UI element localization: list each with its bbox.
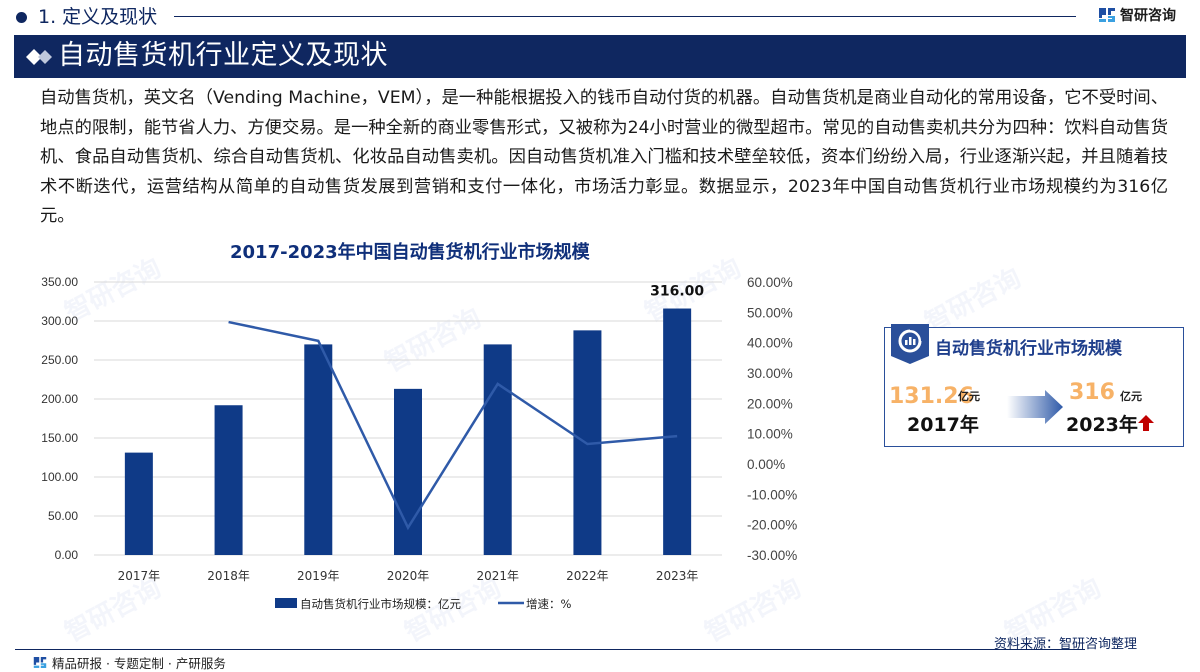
right-arrow-icon: [1007, 390, 1063, 424]
bar: [483, 344, 512, 555]
kpi-end-year: 2023年: [1066, 414, 1138, 436]
bar: [214, 405, 243, 555]
intro-paragraph: 自动售货机，英文名（Vending Machine，VEM），是一种能根据投入的…: [40, 88, 1168, 226]
right-axis-tick: 50.00%: [747, 305, 793, 320]
right-axis-tick: -30.00%: [747, 548, 797, 563]
combo-chart: 0.00 50.00 100.00 150.00 200.00 250.00 300.00 3…: [41, 275, 797, 611]
diamond-icon: [26, 49, 52, 65]
right-axis-tick: -10.00%: [747, 487, 797, 502]
kpi-card: 自动售货机行业市场规模 131.26 亿元 2017年 316 亿元 2023年: [884, 324, 1184, 447]
brand-logo: 智研咨询: [1098, 5, 1176, 25]
x-axis-label: 2018年: [207, 569, 250, 583]
section-bullet-icon: [16, 12, 27, 23]
bar: [304, 344, 333, 555]
x-axis-label: 2020年: [387, 569, 430, 583]
x-axis-label: 2022年: [566, 569, 609, 583]
right-axis-tick: 60.00%: [747, 275, 793, 290]
brand-name: 智研咨询: [1120, 8, 1176, 24]
legend-bar-label: 自动售货机行业市场规模：亿元: [300, 597, 461, 611]
right-axis-tick: 20.00%: [747, 396, 793, 411]
left-axis-tick: 350.00: [41, 275, 78, 289]
x-axis-label: 2017年: [118, 569, 161, 583]
bar: [124, 452, 153, 555]
kpi-end-unit: 亿元: [1120, 390, 1142, 403]
section-label: 1. 定义及现状: [38, 6, 158, 28]
legend-bar-swatch: [275, 598, 297, 608]
right-axis-tick: 30.00%: [747, 366, 793, 381]
right-axis-tick: 40.00%: [747, 336, 793, 351]
page-title: 自动售货机行业定义及现状: [58, 40, 388, 71]
left-axis-tick: 150.00: [41, 431, 78, 445]
kpi-start-value: 131.26: [889, 384, 974, 409]
header-divider: [174, 16, 1076, 17]
right-axis-tick: 10.00%: [747, 427, 793, 442]
x-axis-label: 2019年: [297, 569, 340, 583]
legend-line-label: 增速：%: [526, 597, 571, 611]
right-axis-tick: 0.00%: [747, 457, 785, 472]
growth-line: [228, 320, 678, 531]
data-label: 316.00: [650, 284, 704, 300]
footer-tagline: 精品研报 · 专题定制 · 产研服务: [33, 653, 226, 672]
bar: [394, 388, 422, 555]
left-axis-tick: 200.00: [41, 392, 78, 406]
up-arrow-icon: [1138, 415, 1154, 431]
brand-mark-icon: [1099, 8, 1115, 22]
kpi-title: 自动售货机行业市场规模: [935, 339, 1122, 359]
footer-divider: [15, 649, 1085, 650]
chart-title: 2017-2023年中国自动售货机行业市场规模: [230, 242, 590, 263]
kpi-start-year: 2017年: [907, 414, 979, 436]
chart-badge-icon: [891, 324, 929, 364]
left-axis-tick: 250.00: [41, 353, 78, 367]
kpi-end-value: 316: [1069, 380, 1115, 405]
footer-tagline-text: 精品研报 · 专题定制 · 产研服务: [52, 656, 226, 671]
bar: [663, 308, 692, 555]
title-banner: 自动售货机行业定义及现状: [14, 35, 1186, 78]
left-axis-tick: 50.00: [48, 509, 78, 523]
x-axis-label: 2021年: [476, 569, 519, 583]
footer-logo-icon: [33, 657, 47, 668]
left-axis-tick: 300.00: [41, 314, 78, 328]
kpi-start-unit: 亿元: [958, 390, 980, 403]
left-axis-tick: 100.00: [41, 470, 78, 484]
x-axis-label: 2023年: [656, 569, 699, 583]
right-axis-tick: -20.00%: [747, 518, 797, 533]
left-axis-tick: 0.00: [55, 548, 79, 562]
source-note: 资料来源：智研咨询整理: [994, 637, 1138, 652]
